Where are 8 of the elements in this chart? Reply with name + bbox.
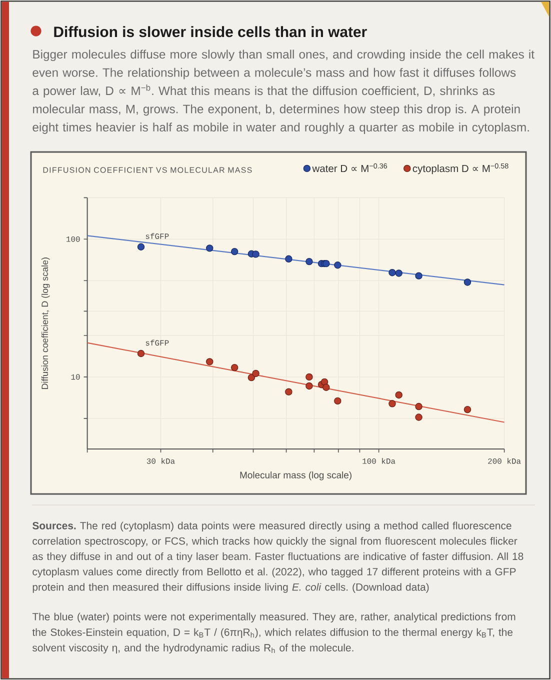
- legend-label: cytoplasm D ∝ M$^{−0.58}$: [412, 163, 508, 174]
- text: Sources. The red (cytoplasm) data points were measured directly using a method called fluorescence correlation spectroscopy, or FCS, which tracks how quickly the signal from fluorescent molecules flicker as they diffuse in and out of a tiny laser beam. Faster fluctuations are indicative of faster diffusion. All 18 cytoplasm values come directly from Bellotto et al. (2022), who tagged 17 different proteins with a GFP protein and then measured their diffusions inside living E. coli cells. (Download data): [32, 522, 524, 593]
- y-axis-title: Diffusion coefficient, D (log scale): [41, 258, 50, 389]
- text: The blue (water) points were not experimentally measured. They are, rather, analytical predictions from the Stokes-Einstein equation, D = k$_{B}$T / (6πηR$_{h}$), which relates diffusion to the thermal energy k$_{B}$T, the solvent viscosity η, and the hydrodynamic radius R$_{h}$ of the molecule.: [32, 612, 516, 654]
- legend-label: water D ∝ M$^{−0.36}$: [312, 163, 388, 172]
- chart-subtitle: Bigger molecules diffuse more slowly than small ones, and crowding inside the cell makes it even worse. The relationship between a molecule’s mass and how fast it diffuses follows a power law, D ∝ M$^{−b}$. What this means is that the diffusion coefficient, D, shrinks as molecular mass, M, grows. The exponent, b, determines how steep this drop is. A protein eight times heavier is half as mobile in water and roughly a quarter as mobile in cytoplasm.: [32, 50, 534, 134]
- x-axis-title: Molecular mass (log scale): [240, 471, 352, 480]
- chart-title: Diffusion is slower inside cells than in water: [54, 26, 367, 38]
